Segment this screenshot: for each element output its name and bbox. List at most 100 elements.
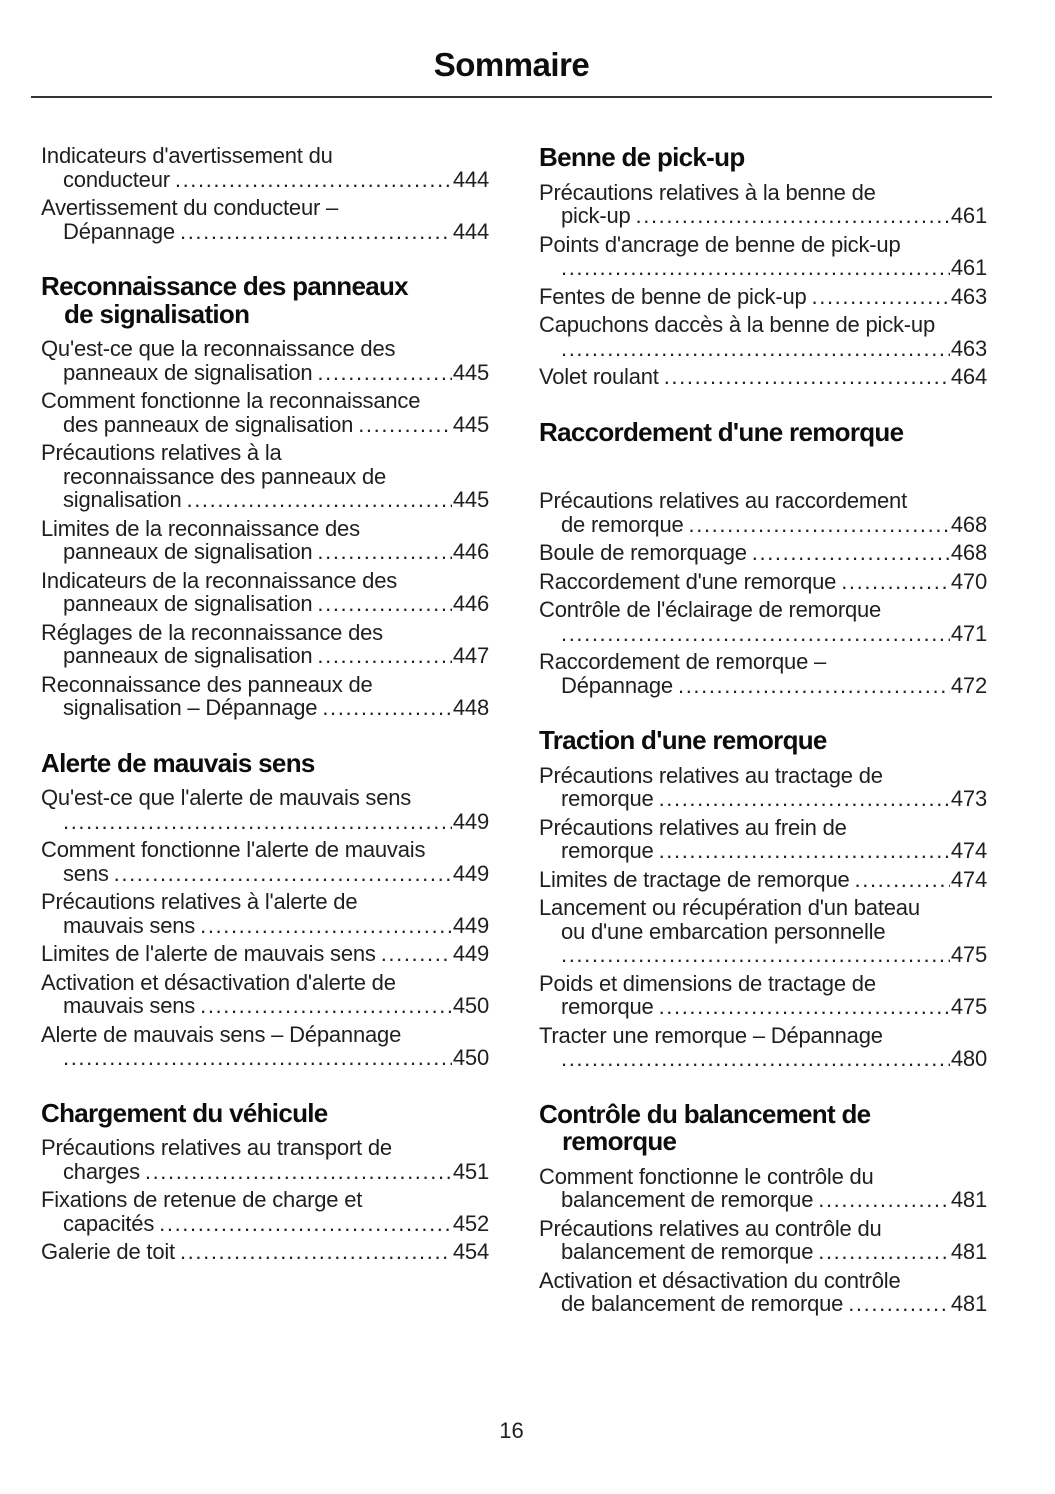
- page-ref: 468: [950, 511, 987, 537]
- toc-entry: Qu'est-ce que la reconnaissance des panne…: [41, 337, 489, 384]
- toc-entry-line: ou d'une embarcation personnelle: [561, 918, 886, 944]
- toc-entry-line: Réglages de la reconnaissance des: [41, 619, 383, 645]
- toc-entry-leader-line: panneaux de signalisation 446: [41, 592, 489, 616]
- dot-leader: [317, 644, 451, 668]
- toc-entry-line: panneaux de signalisation: [63, 643, 313, 668]
- toc-entry: Fixations de retenue de charge et capacit…: [41, 1188, 489, 1235]
- toc-entry-leader-line: panneaux de signalisation 447: [41, 644, 489, 668]
- toc-entry: Reconnaissance des panneaux de signalisat…: [41, 672, 489, 720]
- toc-column-left: Indicateurs d'avertissement du conducteur…: [41, 144, 489, 1321]
- toc-entry-leader-line: charges 451: [41, 1158, 489, 1184]
- toc-entry-leader-line: Limites de tractage de remorque 474: [539, 867, 987, 892]
- toc-entry-line: sens: [63, 860, 109, 886]
- toc-entry-leader-line: Dépannage 444: [41, 218, 489, 244]
- page-ref: 463: [950, 283, 987, 309]
- toc-entry-leader-line: Dépannage 472: [539, 673, 987, 698]
- dot-leader: [818, 1240, 950, 1264]
- page-ref: 449: [452, 808, 489, 834]
- dot-leader: [561, 1047, 950, 1071]
- page-ref: 461: [950, 255, 987, 280]
- dot-leader: [358, 413, 452, 437]
- toc-entry: Précautions relatives à la benne de pick-…: [539, 179, 987, 228]
- page-ref: 474: [950, 838, 987, 863]
- toc-entry-line: Comment fonctionne le contrôle du: [539, 1163, 874, 1189]
- toc-entry: Contrôle de l'éclairage de remorque 471: [539, 598, 987, 645]
- toc-entry: Comment fonctionne le contrôle du balance…: [539, 1163, 987, 1212]
- dot-leader: [145, 1160, 452, 1184]
- section-heading-line: Raccordement d'une remorque: [539, 416, 904, 447]
- toc-entry-line: Contrôle de l'éclairage de remorque: [539, 597, 882, 622]
- toc-entry-line: signalisation: [63, 487, 182, 512]
- dot-leader: [659, 839, 950, 863]
- page-ref: 444: [452, 218, 489, 244]
- toc-entry: Limites de tractage de remorque 474: [539, 867, 987, 892]
- toc-entry-line: remorque: [561, 994, 654, 1019]
- toc-entry: Comment fonctionne la reconnaissance des …: [41, 389, 489, 436]
- toc-entry-leader-line: signalisation 445: [41, 488, 489, 512]
- dot-leader: [659, 995, 950, 1019]
- section-heading: Reconnaissance des panneaux de signalisat…: [41, 272, 489, 329]
- toc-entry-line: Activation et désactivation du contrôle: [539, 1267, 901, 1293]
- page-ref: 447: [452, 643, 489, 668]
- toc-entry-line: des panneaux de signalisation: [63, 411, 354, 437]
- page-ref: 449: [452, 860, 489, 886]
- section-heading-line: Alerte de mauvais sens: [41, 747, 315, 778]
- page-ref: 475: [950, 994, 987, 1019]
- page-ref: 452: [452, 1210, 489, 1236]
- toc-entry-line: Lancement ou récupération d'un bateau: [539, 895, 920, 920]
- toc-entry-line: Comment fonctionne la reconnaissance: [41, 388, 421, 413]
- toc-entry-line: balancement de remorque: [561, 1239, 814, 1264]
- divider-rule: [31, 96, 992, 98]
- toc-entry-line: Dépannage: [63, 218, 175, 244]
- toc-entry-line: charges: [63, 1158, 140, 1184]
- toc-entry-line: signalisation – Dépannage: [63, 695, 318, 720]
- page-ref: 450: [452, 993, 489, 1018]
- toc-entry: Activation et désactivation du contrôle d…: [539, 1267, 987, 1316]
- heading-gap: [539, 455, 987, 489]
- dot-leader: [63, 810, 452, 834]
- toc-entry-leader-line: 475: [539, 943, 987, 967]
- dot-leader: [855, 868, 950, 892]
- toc-entry-line: Précautions relatives à la benne de: [539, 179, 876, 205]
- section-heading: Benne de pick-up: [539, 142, 987, 172]
- section-heading: Alerte de mauvais sens: [41, 747, 489, 778]
- toc-entry-line: de balancement de remorque: [561, 1291, 844, 1316]
- toc-entry-line: Qu'est-ce que l'alerte de mauvais sens: [41, 785, 412, 810]
- section-heading-line: Benne de pick-up: [539, 142, 745, 172]
- toc-entry-leader-line: panneaux de signalisation 445: [41, 360, 489, 385]
- toc-entry-leader-line: balancement de remorque 481: [539, 1240, 987, 1264]
- toc-entry-line: de remorque: [561, 511, 684, 537]
- page-ref: 450: [452, 1045, 489, 1070]
- toc-entry-leader-line: de balancement de remorque 481: [539, 1292, 987, 1316]
- toc-entry-line: Avertissement du conducteur –: [41, 195, 339, 220]
- toc-entry-line: Précautions relatives au transport de: [41, 1135, 392, 1160]
- toc-entry-line: Raccordement de remorque –: [539, 649, 827, 674]
- page-ref: 449: [452, 912, 489, 938]
- toc-entry-line: Précautions relatives au tractage de: [539, 762, 883, 788]
- toc-entry: Comment fonctionne l'alerte de mauvais se…: [41, 838, 489, 885]
- toc-entry-line: Précautions relatives au contrôle du: [539, 1215, 882, 1241]
- toc-entry-leader-line: de remorque 468: [539, 511, 987, 537]
- page-ref: 448: [452, 695, 489, 720]
- toc-entry-leader-line: 471: [539, 621, 987, 646]
- toc-entry-leader-line: conducteur 444: [41, 167, 489, 192]
- toc-entry: Précautions relatives à l'alerte de mauva…: [41, 890, 489, 937]
- toc-entry-line: panneaux de signalisation: [63, 591, 313, 616]
- toc-entry: Limites de l'alerte de mauvais sens 449: [41, 942, 489, 966]
- section-heading-line: remorque: [562, 1126, 677, 1156]
- page-ref: 445: [452, 411, 489, 437]
- toc-entry-line: Boule de remorquage: [539, 540, 747, 565]
- page-ref: 446: [452, 591, 489, 616]
- toc-entry: Alerte de mauvais sens – Dépannage 450: [41, 1022, 489, 1070]
- page-ref: 468: [950, 540, 987, 565]
- toc-body: Indicateurs d'avertissement du conducteur…: [41, 142, 992, 1321]
- dot-leader: [689, 513, 950, 537]
- toc-entry-line: capacités: [63, 1210, 155, 1236]
- page-ref: 481: [950, 1187, 987, 1212]
- toc-entry-leader-line: des panneaux de signalisation 445: [41, 411, 489, 437]
- section-heading-line: de signalisation: [64, 298, 250, 329]
- toc-entry-leader-line: 463: [539, 336, 987, 361]
- toc-entry: Précautions relatives au contrôle du bala…: [539, 1215, 987, 1264]
- dot-leader: [317, 361, 451, 385]
- toc-entry-leader-line: mauvais sens 449: [41, 912, 489, 938]
